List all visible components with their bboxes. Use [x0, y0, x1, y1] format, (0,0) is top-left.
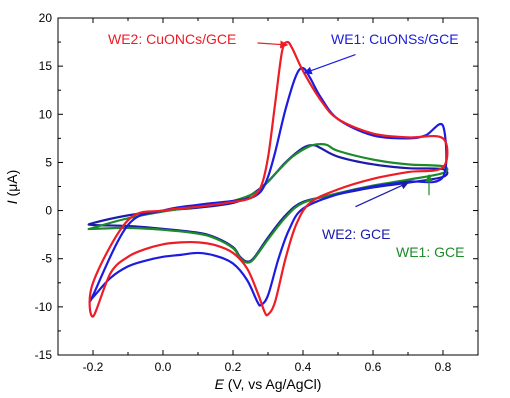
y-tick-label: 15 [39, 59, 53, 73]
x-axis-title: E (V, vs Ag/AgCl) [215, 376, 322, 392]
x-tick-label: 0.4 [295, 360, 312, 374]
series-line-we1-cuonss-gce [88, 66, 448, 307]
plot-frame [57, 17, 479, 356]
annotations: WE2: CuONCs/GCE WE1: CuONSs/GCE WE2: GCE WE… [108, 31, 464, 260]
series-curves [87, 40, 449, 318]
y-tick-label: 10 [39, 107, 53, 121]
y-tick-label: -5 [41, 252, 52, 266]
y-tick-label: 20 [39, 11, 53, 25]
annotation-label: WE1: GCE [396, 244, 464, 260]
annotation-arrow [303, 54, 356, 75]
x-tick-label: -0.2 [83, 360, 104, 374]
y-tick-label: 5 [45, 155, 52, 169]
annotation-label: WE2: CuONCs/GCE [108, 31, 236, 47]
annotation-arrow [355, 181, 409, 208]
x-tick-label: 0.0 [155, 360, 172, 374]
annotation-arrow [257, 40, 289, 49]
x-tick-label: 0.2 [225, 360, 242, 374]
x-tick-label: 0.6 [365, 360, 382, 374]
y-axis-title: I (μA) [4, 170, 20, 205]
x-tick-label: 0.8 [435, 360, 452, 374]
y-tick-label: -15 [35, 348, 53, 362]
y-tick-label: 0 [45, 204, 52, 218]
y-tick-label: -10 [35, 300, 53, 314]
annotation-label: WE1: CuONSs/GCE [331, 31, 459, 47]
annotation-label: WE2: GCE [322, 226, 390, 242]
series-line-we2-cuoncs-gce [88, 40, 449, 318]
axis-ticks: -0.2 0.0 0.2 0.4 0.6 0.8 -15 -10 -5 0 5 10 15 20 [35, 11, 478, 374]
